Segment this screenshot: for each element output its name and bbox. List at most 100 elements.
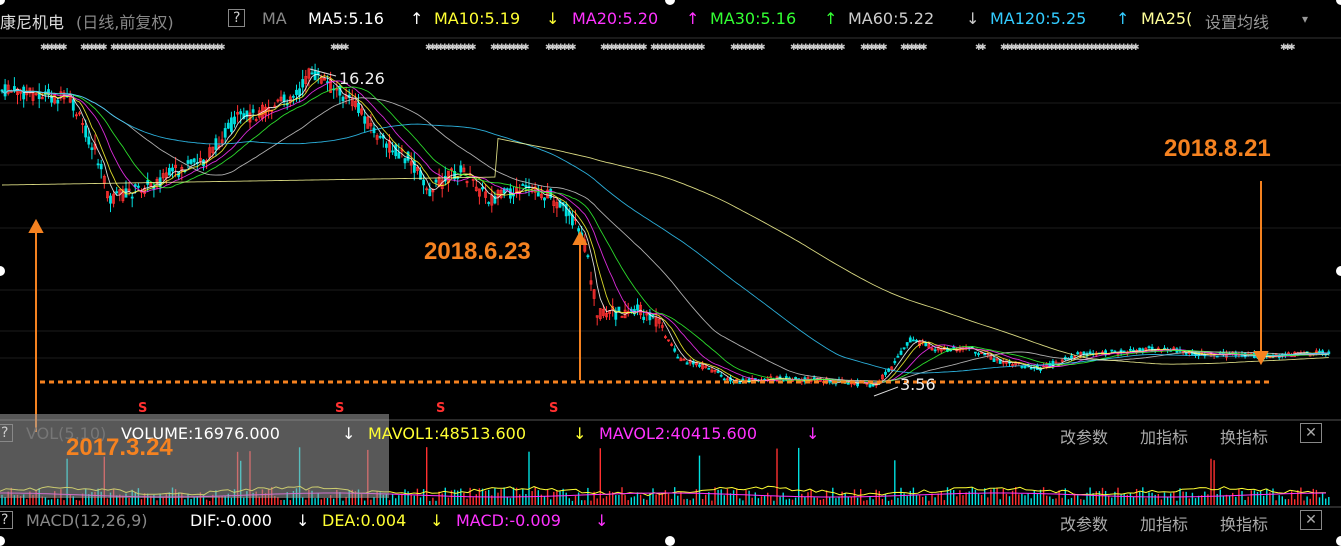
resize-handle-bottom-right[interactable] [1336,536,1341,546]
volume-params-button[interactable]: 改参数 [1060,428,1109,447]
candle-body [412,160,416,173]
candle-body [366,116,370,129]
candle-body [881,374,884,380]
ma250-value: MA25( [1141,9,1193,28]
candle-body [664,336,667,339]
candle-body [1110,349,1114,352]
event-dot: ✱ [900,43,908,53]
macd-close-icon[interactable]: ✕ [1300,510,1322,530]
event-dot: ✱ [1088,43,1096,53]
candle-body [236,112,240,115]
resize-handle-mid-left[interactable] [0,266,5,276]
candle-body [307,68,311,79]
event-dot: ✱ [1100,43,1108,53]
resize-handle-top-center[interactable] [665,0,675,5]
event-dot: ✱ [868,43,876,53]
resize-handle-bottom-left[interactable] [0,536,5,546]
candle-body [84,125,88,138]
selection-overlay [0,414,389,498]
candle-body [614,310,618,320]
ma-dropdown-icon[interactable]: ▾ [1302,12,1309,26]
event-dot: ✱ [522,43,530,53]
event-dot: ✱ [1052,43,1060,53]
volume-add-indicator-button[interactable]: 加指标 [1140,428,1189,447]
macd-add-indicator-button[interactable]: 加指标 [1140,515,1189,534]
event-dot: ✱ [860,43,868,53]
candle-body [499,189,503,198]
event-dot: ✱ [194,43,202,53]
candle-body [704,365,708,369]
macd-params-button[interactable]: 改参数 [1060,515,1109,534]
volume-close-icon[interactable]: ✕ [1300,423,1322,443]
macd-help-button[interactable]: ? [0,511,14,529]
event-dot: ✱ [758,43,766,53]
candle-body [924,342,928,347]
candle-body [564,204,568,217]
ma10-arrow: ↓ [546,9,560,28]
event-dot: ✱ [40,43,48,53]
candle-body [189,159,193,164]
volume-help-button[interactable]: ? [0,424,14,442]
candle-body [695,361,698,366]
volume-switch-indicator-button[interactable]: 换指标 [1220,428,1269,447]
event-dot: ✱ [620,43,628,53]
event-dot: ✱ [1084,43,1092,53]
candle-body [685,362,689,365]
macd-switch-indicator-button[interactable]: 换指标 [1220,515,1269,534]
resize-handle-mid-right[interactable] [1336,266,1341,276]
candle-body [425,188,429,191]
candle-body [211,146,215,154]
dea-arrow: ↓ [430,511,444,530]
help-button[interactable]: ? [228,9,246,27]
candle-body [96,163,100,166]
dea-value: DEA:0.004 [322,511,407,530]
event-dot: ✱ [1072,43,1080,53]
candle-body [75,114,78,117]
candle-body [806,377,810,380]
event-dot: ✱ [916,43,924,53]
candle-body [1181,350,1185,353]
resize-handle-top-left[interactable] [0,0,5,5]
event-dot: ✱ [441,43,449,53]
candle-body [394,144,398,157]
event-dot: ✱ [1128,43,1136,53]
event-dot: ✱ [158,43,166,53]
event-dot: ✱ [1032,43,1040,53]
event-dot: ✱ [469,43,477,53]
high-pointer [309,68,337,77]
event-dot: ✱ [569,43,577,53]
resize-handle-bottom-center[interactable] [665,536,675,546]
event-dot: ✱ [126,43,134,53]
candle-body [71,99,75,111]
ma60-value: MA60:5.22 [848,9,935,28]
ma30-value: MA30:5.16 [710,9,797,28]
event-dot: ✱ [1000,43,1008,53]
event-dot: ✱ [1036,43,1044,53]
candle-body [90,147,94,151]
event-dot: ✱ [214,43,222,53]
candle-body [713,369,717,372]
event-dot: ✱ [330,43,338,53]
event-dot: ✱ [429,43,437,53]
ma-settings-button[interactable]: 设置均线 [1205,13,1270,32]
resize-handle-top-right[interactable] [1336,0,1341,5]
event-dot: ✱ [1020,43,1028,53]
high-label: 16.26 [339,69,385,88]
candle-body [34,93,38,96]
event-dot: ✱ [904,43,912,53]
event-dot: ✱ [666,43,674,53]
candle-body [133,184,137,187]
candle-body [496,190,500,198]
candle-body [1225,353,1228,358]
event-dot: ✱ [338,43,346,53]
event-dot: ✱ [510,43,518,53]
candle-body [710,369,714,373]
event-dot: ✱ [96,43,104,53]
event-dot: ✱ [876,43,884,53]
candle-body [676,356,680,359]
candle-body [301,79,305,88]
candle-body [868,384,872,388]
event-dot: ✱ [678,43,686,53]
candle-body [251,109,255,113]
candle-body [81,123,84,125]
